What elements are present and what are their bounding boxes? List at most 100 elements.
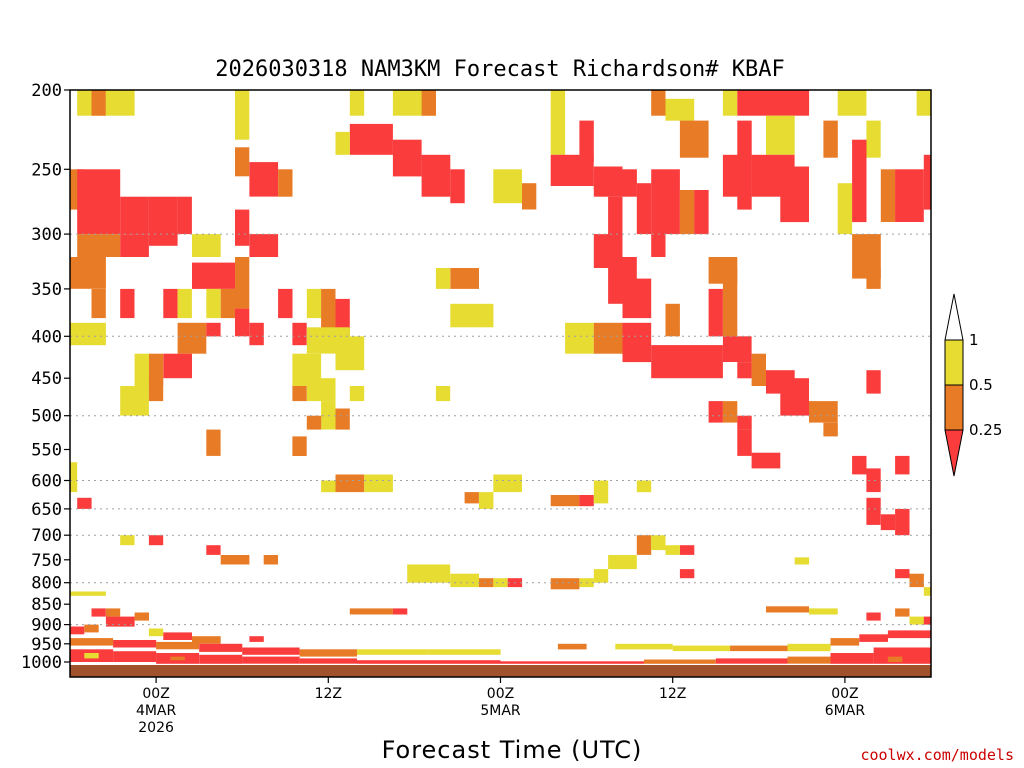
heatmap-cell bbox=[787, 656, 831, 664]
heatmap-cell bbox=[479, 578, 494, 588]
heatmap-cell bbox=[708, 288, 723, 337]
heatmap-cell bbox=[77, 169, 92, 235]
heatmap-cell bbox=[242, 647, 300, 655]
heatmap-cell bbox=[235, 257, 250, 309]
heatmap-cell bbox=[665, 345, 723, 379]
heatmap-cell bbox=[787, 643, 831, 652]
heatmap-cell bbox=[357, 660, 501, 664]
heatmap-cell bbox=[522, 183, 537, 210]
heatmap-cell bbox=[357, 649, 429, 655]
heatmap-cell bbox=[70, 591, 106, 596]
y-tick-label: 400 bbox=[31, 327, 62, 347]
legend-label: 1 bbox=[969, 331, 979, 349]
heatmap-cell bbox=[306, 415, 322, 430]
heatmap-cell bbox=[450, 573, 479, 588]
heatmap-cell bbox=[105, 616, 135, 627]
heatmap-cell bbox=[550, 495, 580, 507]
heatmap-cell bbox=[235, 308, 250, 337]
heatmap-cell bbox=[335, 298, 350, 337]
heatmap-cell bbox=[679, 190, 695, 235]
heatmap-cell bbox=[306, 288, 322, 319]
x-tick-label: 2026 bbox=[138, 720, 174, 736]
heatmap-cell bbox=[722, 90, 738, 116]
heatmap-cell bbox=[407, 564, 451, 583]
heatmap-cell bbox=[220, 555, 250, 565]
heatmap-cell bbox=[636, 535, 652, 555]
heatmap-cell bbox=[622, 322, 652, 363]
heatmap-cell bbox=[644, 659, 716, 664]
heatmap-cell bbox=[823, 422, 838, 437]
y-tick-label: 200 bbox=[31, 81, 62, 101]
heatmap-cell bbox=[737, 429, 752, 456]
heatmap-cell bbox=[199, 643, 243, 652]
heatmap-cell bbox=[450, 303, 494, 328]
heatmap-cell bbox=[715, 658, 788, 664]
heatmap-cell bbox=[679, 569, 695, 579]
heatmap-cell bbox=[235, 147, 250, 177]
heatmap-cell bbox=[636, 480, 652, 493]
heatmap-cell bbox=[105, 608, 121, 617]
heatmap-cell bbox=[895, 455, 910, 475]
heatmap-cell bbox=[479, 492, 494, 509]
heatmap-cell bbox=[148, 535, 164, 546]
y-tick-label: 600 bbox=[31, 472, 62, 492]
y-tick-label: 250 bbox=[31, 160, 62, 180]
heatmap-cell bbox=[206, 545, 221, 555]
heatmap-cell bbox=[780, 378, 809, 416]
heatmap-cell bbox=[120, 288, 135, 319]
heatmap-cell bbox=[206, 322, 221, 337]
heatmap-cell bbox=[672, 645, 731, 652]
heatmap-cell bbox=[249, 636, 264, 642]
heatmap-cell bbox=[493, 474, 522, 493]
x-tick-label: 00Z bbox=[142, 686, 169, 702]
heatmap-cell bbox=[665, 169, 680, 235]
y-tick-label: 950 bbox=[31, 635, 62, 655]
heatmap-cell bbox=[866, 268, 881, 289]
heatmap-cell bbox=[349, 386, 365, 402]
heatmap-cell bbox=[84, 653, 99, 659]
heatmap-cell bbox=[249, 322, 264, 346]
heatmap-cell bbox=[192, 636, 221, 644]
heatmap-cell bbox=[751, 154, 795, 197]
heatmap-cell bbox=[579, 120, 594, 163]
heatmap-cell bbox=[859, 634, 888, 642]
heatmap-cell bbox=[923, 587, 931, 596]
heatmap-cell bbox=[895, 169, 924, 222]
heatmap-cell bbox=[349, 90, 365, 116]
heatmap-cell bbox=[722, 154, 752, 197]
heatmap-cell bbox=[450, 169, 465, 204]
y-tick-label: 1000 bbox=[21, 653, 62, 673]
heatmap-cell bbox=[550, 90, 566, 155]
heatmap-cell bbox=[105, 90, 135, 116]
heatmap-cell bbox=[120, 196, 149, 235]
heatmap-cell bbox=[177, 288, 192, 319]
x-tick-label: 12Z bbox=[315, 686, 342, 702]
heatmap-cell bbox=[823, 120, 838, 158]
gridlines bbox=[70, 233, 931, 626]
heatmap-cell bbox=[722, 336, 752, 362]
heatmap-cell bbox=[292, 322, 307, 346]
heatmap-cell bbox=[77, 497, 92, 509]
heatmap-cell bbox=[565, 322, 594, 354]
heatmap-cell bbox=[349, 123, 393, 155]
heatmap-cell bbox=[192, 234, 221, 257]
heatmap-cell bbox=[830, 653, 874, 664]
heatmap-cell bbox=[278, 169, 293, 197]
x-tick-label: 5MAR bbox=[480, 703, 521, 719]
x-tick-label: 12Z bbox=[659, 686, 686, 702]
heatmap-cell bbox=[70, 322, 106, 346]
heatmap-cell bbox=[866, 468, 881, 493]
heatmap-cell bbox=[722, 268, 738, 337]
heatmap-cell bbox=[751, 353, 766, 386]
heatmap-cell bbox=[852, 455, 867, 475]
heatmap-cell bbox=[866, 370, 881, 394]
heatmap-cell bbox=[335, 131, 350, 155]
heatmap-cell bbox=[70, 626, 85, 635]
heatmap-cell bbox=[887, 656, 903, 662]
heatmap-cell bbox=[895, 608, 910, 617]
heatmap-cell bbox=[163, 288, 178, 319]
heatmap-cell bbox=[866, 120, 881, 158]
heatmap-cell bbox=[392, 608, 408, 615]
heatmap-cell bbox=[809, 401, 838, 423]
heatmap-cell bbox=[163, 632, 192, 640]
